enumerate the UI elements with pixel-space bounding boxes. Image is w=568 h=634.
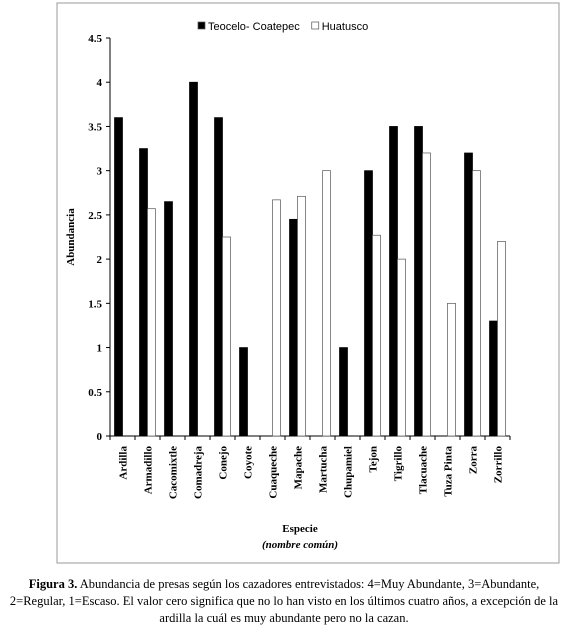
caption: Figura 3. Abundancia de presas según los… — [4, 576, 564, 627]
y-tick-label: 1 — [97, 343, 103, 355]
x-tick-label: Coyote — [243, 446, 255, 479]
y-tick-label: 3 — [97, 166, 103, 178]
bar — [464, 152, 473, 437]
y-tick-label: 0.5 — [88, 387, 102, 399]
bar — [397, 258, 406, 437]
legend-swatch — [197, 21, 206, 30]
bar — [497, 241, 506, 437]
y-tick-label: 4 — [97, 77, 103, 89]
bar — [447, 302, 456, 437]
bar — [364, 170, 373, 437]
x-axis-title: Especie — [282, 523, 318, 535]
x-tick-label: Martucha — [318, 446, 330, 494]
caption-text: Abundancia de presas según los cazadores… — [9, 577, 559, 625]
bar — [139, 148, 148, 437]
chart-frame — [56, 2, 560, 564]
bar — [189, 81, 198, 437]
bar — [422, 152, 431, 437]
bar — [272, 199, 281, 437]
bar — [164, 201, 173, 437]
bar — [472, 170, 481, 437]
y-tick-label: 1.5 — [88, 298, 102, 310]
x-tick-label: Cuaqueche — [268, 446, 280, 499]
x-tick-label: Conejo — [218, 446, 230, 480]
y-tick-label: 0 — [97, 431, 103, 443]
x-tick-label: Zorrillo — [493, 446, 505, 484]
x-tick-label: Cacomixtle — [168, 446, 180, 499]
x-tick-label: Tigrillo — [393, 446, 405, 482]
x-tick-label: Ardilla — [118, 446, 130, 480]
x-tick-label: Armadillo — [143, 446, 155, 495]
x-tick-label: Tejon — [368, 446, 380, 473]
x-tick-label: Mapache — [293, 446, 305, 490]
y-tick-label: 4.5 — [88, 33, 102, 45]
chart: Abundancia Especie (nombre común) 0 0.5 1 1… — [56, 2, 560, 564]
bar — [489, 320, 498, 437]
bar — [339, 347, 348, 437]
x-tick-label: Chupamiel — [343, 446, 355, 498]
y-tick-label: 2.5 — [88, 210, 102, 222]
caption-label: Figura 3. — [28, 577, 78, 591]
x-tick-label: Comadreja — [193, 446, 205, 499]
y-tick-label: 3.5 — [88, 121, 102, 133]
bar — [289, 218, 298, 437]
legend-swatch — [311, 21, 320, 30]
x-tick-label: Tuza Pinta — [443, 446, 455, 497]
bar — [147, 208, 156, 437]
y-axis-title: Abundancia — [65, 208, 77, 266]
bar — [297, 195, 306, 437]
bar — [114, 117, 123, 437]
bar — [414, 126, 423, 437]
legend-label: Teocelo- Coatepec — [208, 21, 300, 33]
y-tick-label: 2 — [97, 254, 103, 266]
bar — [222, 236, 231, 437]
legend-label: Huatusco — [322, 21, 368, 33]
x-tick-label: Tlacuache — [418, 446, 430, 494]
bar — [322, 170, 331, 437]
x-tick-label: Zorra — [468, 446, 480, 475]
bar — [389, 126, 398, 437]
x-axis-subtitle: (nombre común) — [262, 539, 338, 551]
bar — [372, 234, 381, 437]
bar — [239, 347, 248, 437]
bar — [214, 117, 223, 437]
